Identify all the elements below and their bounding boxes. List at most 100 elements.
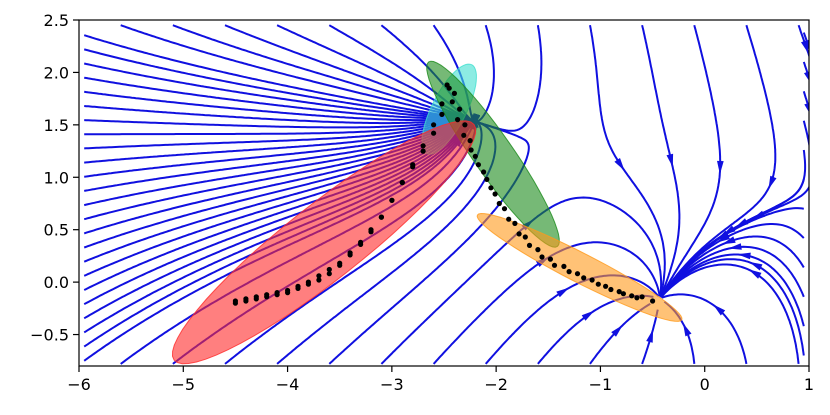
trajectory-point [316, 277, 322, 283]
trajectory-point [522, 234, 528, 240]
trajectory-point [455, 117, 461, 123]
trajectory-point [472, 153, 478, 159]
y-tick-label: 1.5 [44, 116, 69, 135]
streamline-arrow [581, 310, 595, 321]
trajectory-point [368, 229, 374, 235]
y-tick-label: 2.0 [44, 63, 69, 82]
streamline-arrow [611, 325, 623, 337]
trajectory-point [634, 295, 640, 301]
streamline-arrow [713, 304, 726, 316]
trajectory-points [232, 82, 656, 306]
trajectory-point [484, 176, 490, 182]
trajectory-point [420, 148, 426, 154]
trajectory-point [439, 111, 445, 117]
streamline-arrow [737, 252, 751, 260]
streamline-arrow [749, 261, 763, 271]
streamline-arrow [717, 160, 724, 175]
streamline [641, 24, 681, 296]
y-tick-label: 0.5 [44, 221, 69, 240]
trajectory-point [639, 294, 645, 300]
streamline-arrow [614, 158, 625, 171]
streamline-arrow [803, 39, 809, 50]
trajectory-point [566, 269, 572, 275]
trajectory-point [629, 293, 635, 299]
streamline-arrow [804, 71, 809, 81]
x-tick-label: −4 [276, 375, 300, 394]
y-tick-label: −0.5 [30, 326, 69, 345]
trajectory-point [462, 122, 468, 128]
trajectory-point [264, 294, 270, 300]
streamline [661, 293, 748, 365]
trajectory-point [461, 132, 467, 138]
streamline-arrow [804, 103, 809, 113]
streamline-arrow [666, 153, 674, 168]
trajectory-point [512, 220, 518, 226]
trajectory-point [506, 216, 512, 222]
streamline [589, 25, 666, 296]
trajectory-point [378, 214, 384, 220]
trajectory-point [492, 191, 498, 197]
trajectory-point [326, 271, 332, 277]
trajectory-point [451, 90, 457, 96]
trajectory-point [595, 281, 601, 287]
plot-frame [78, 19, 810, 367]
streamline-arrow [728, 243, 742, 250]
y-tick-label: 1.0 [44, 168, 69, 187]
trajectory-point [316, 273, 322, 279]
x-tick-label: −6 [67, 375, 91, 394]
trajectory-point [420, 143, 426, 149]
trajectory-point [439, 101, 445, 107]
trajectory-point [285, 290, 291, 296]
ellipse-red [171, 120, 477, 365]
streamline [589, 302, 651, 365]
streamline-arrow [722, 236, 736, 245]
trajectory-point [468, 147, 474, 153]
trajectory-point [516, 231, 522, 237]
streamline-arrow [556, 287, 570, 298]
trajectory-point [616, 289, 622, 295]
trajectory-point [526, 242, 533, 248]
streamline [660, 24, 777, 297]
streamline [660, 263, 800, 365]
trajectory-point [431, 122, 437, 128]
x-tick-label: −3 [380, 375, 404, 394]
trajectory-point [574, 271, 581, 277]
trajectory-point [274, 292, 280, 298]
trajectory-point [496, 200, 502, 207]
y-axis: −0.5 0.0 0.5 1.0 1.5 2.0 2.5 [30, 11, 79, 345]
streamline [660, 207, 804, 297]
streamline-arrow [748, 269, 762, 279]
trajectory-point [620, 291, 627, 297]
x-tick-label: −1 [589, 375, 613, 394]
x-tick-label: 0 [700, 375, 710, 394]
trajectory-point [410, 164, 416, 170]
trajectory-point [603, 283, 609, 289]
trajectory-point [449, 99, 455, 105]
trajectory-point [535, 247, 541, 253]
trajectory-point [561, 263, 567, 269]
trajectory-point [232, 300, 238, 306]
trajectory-point [475, 162, 481, 168]
x-tick-label: −2 [484, 375, 508, 394]
trajectory-point [501, 206, 508, 212]
trajectory-point [431, 130, 437, 136]
trajectory-point [488, 185, 494, 191]
y-tick-label: 2.5 [44, 11, 69, 30]
trajectory-point [399, 179, 405, 186]
streamline [84, 119, 477, 129]
trajectory-point [547, 256, 554, 262]
trajectory-point [581, 275, 587, 281]
x-tick-label: 1 [804, 375, 814, 394]
trajectory-point [253, 296, 259, 302]
ellipse-orange [476, 212, 683, 322]
streamline [660, 235, 805, 297]
trajectory-point [539, 254, 545, 260]
trajectory-point [481, 169, 487, 175]
x-axis: −6 −5 −4 −3 −2 −1 0 1 [67, 366, 814, 394]
trajectory-point [457, 106, 463, 112]
trajectory-point [551, 262, 558, 268]
trajectory-point [358, 241, 364, 247]
trajectory-point [389, 197, 395, 203]
trajectory-point [326, 266, 332, 273]
